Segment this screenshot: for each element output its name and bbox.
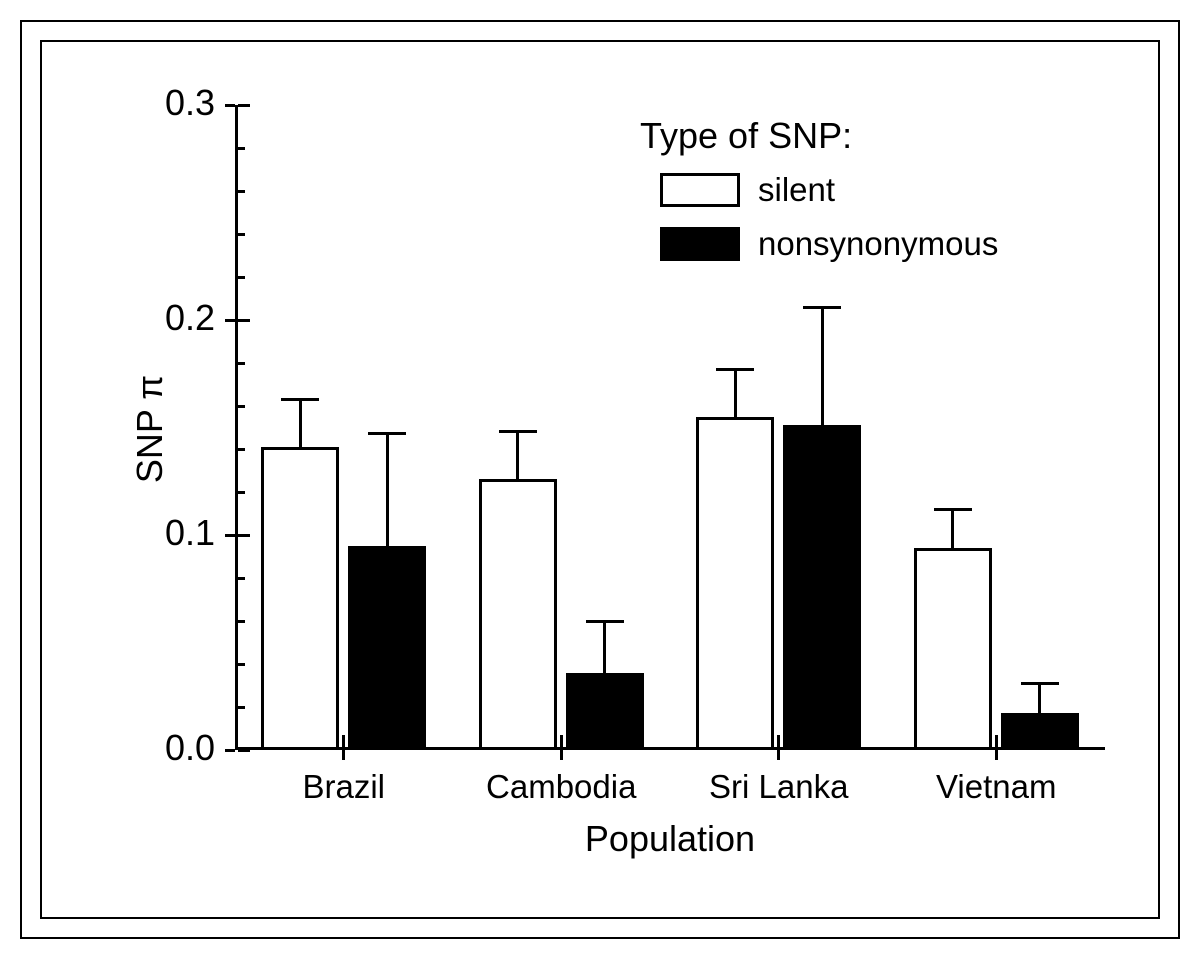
errorbar: [299, 400, 302, 447]
errorbar: [734, 369, 737, 416]
x-tick-label: Sri Lanka: [679, 768, 879, 806]
x-tick-label: Cambodia: [461, 768, 661, 806]
y-minor-tick: [238, 362, 245, 365]
y-minor-tick: [238, 577, 245, 580]
bar-silent: [696, 417, 774, 750]
errorbar: [1038, 683, 1041, 713]
legend-label-silent: silent: [758, 171, 835, 209]
y-tick: [225, 319, 235, 322]
x-tick: [560, 750, 563, 760]
x-tick-label: Brazil: [244, 768, 444, 806]
y-tick: [225, 534, 235, 537]
y-tick-in: [238, 104, 250, 107]
bar-nonsynonymous: [1001, 713, 1079, 750]
y-tick-in: [238, 319, 250, 322]
x-tick-in: [777, 735, 780, 747]
errorbar-cap: [716, 368, 754, 371]
errorbar: [386, 434, 389, 546]
errorbar-cap: [368, 432, 406, 435]
y-minor-tick: [238, 491, 245, 494]
y-minor-tick: [238, 190, 245, 193]
y-tick-label: 0.0: [115, 727, 215, 769]
y-tick: [225, 749, 235, 752]
bar-nonsynonymous: [348, 546, 426, 750]
bar-nonsynonymous: [566, 673, 644, 750]
x-tick-label: Vietnam: [896, 768, 1096, 806]
errorbar-cap: [803, 306, 841, 309]
bar-silent: [261, 447, 339, 750]
bar-nonsynonymous: [783, 425, 861, 750]
y-tick-in: [238, 534, 250, 537]
y-axis-line: [235, 105, 238, 750]
x-tick-in: [560, 735, 563, 747]
x-axis-label: Population: [235, 818, 1105, 860]
errorbar-cap: [499, 430, 537, 433]
y-axis-label: SNP π: [129, 329, 171, 529]
y-minor-tick: [238, 147, 245, 150]
y-tick-in: [238, 749, 250, 752]
errorbar-cap: [1021, 682, 1059, 685]
y-tick-label: 0.1: [115, 512, 215, 554]
y-minor-tick: [238, 276, 245, 279]
legend-label-nonsynonymous: nonsynonymous: [758, 225, 998, 263]
errorbar-cap: [281, 398, 319, 401]
y-minor-tick: [238, 233, 245, 236]
legend-title: Type of SNP:: [640, 115, 852, 157]
errorbar: [951, 509, 954, 548]
y-tick: [225, 104, 235, 107]
errorbar: [516, 432, 519, 479]
y-minor-tick: [238, 405, 245, 408]
bar-silent: [914, 548, 992, 750]
errorbar: [603, 621, 606, 673]
y-minor-tick: [238, 663, 245, 666]
legend-swatch-nonsynonymous: [660, 227, 740, 261]
x-tick: [777, 750, 780, 760]
x-tick: [342, 750, 345, 760]
x-tick: [995, 750, 998, 760]
errorbar-cap: [586, 620, 624, 623]
y-tick-label: 0.3: [115, 82, 215, 124]
y-tick-label: 0.2: [115, 297, 215, 339]
bar-silent: [479, 479, 557, 750]
y-minor-tick: [238, 620, 245, 623]
legend-swatch-silent: [660, 173, 740, 207]
x-tick-in: [342, 735, 345, 747]
y-minor-tick: [238, 706, 245, 709]
y-minor-tick: [238, 448, 245, 451]
x-tick-in: [995, 735, 998, 747]
errorbar-cap: [934, 508, 972, 511]
errorbar: [821, 307, 824, 425]
